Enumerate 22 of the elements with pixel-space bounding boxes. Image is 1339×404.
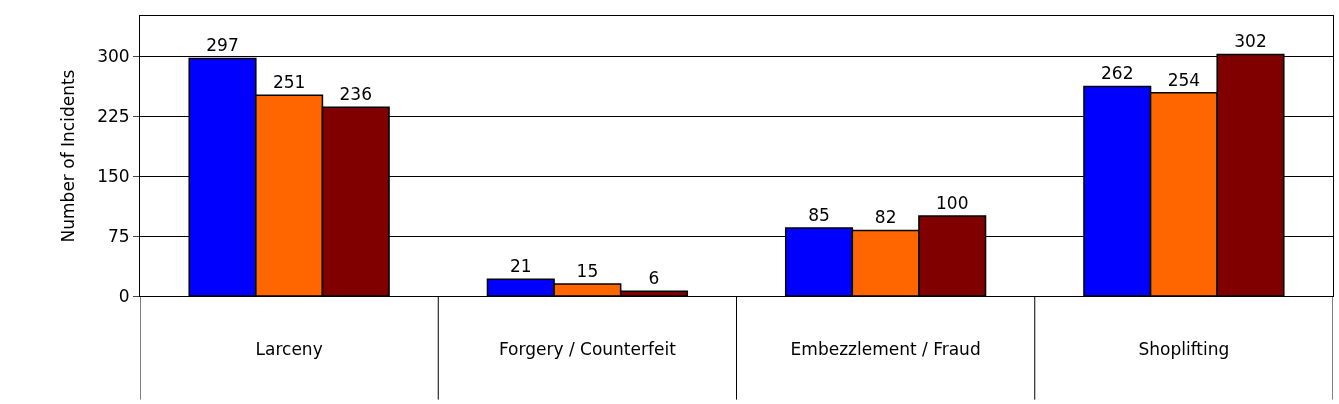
data-label: 254 — [1167, 69, 1201, 90]
data-label: 297 — [206, 35, 239, 56]
y-tick-label: 225 — [97, 105, 130, 126]
data-label: 6 — [648, 268, 660, 289]
data-label: 15 — [576, 261, 599, 281]
y-tick-label: 300 — [97, 45, 130, 66]
data-label: 251 — [272, 72, 306, 93]
x-tick-label: Larceny — [255, 339, 323, 360]
data-label: 262 — [1101, 63, 1134, 84]
data-label: 21 — [509, 256, 532, 277]
x-tick-label: Embezzlement / Fraud — [790, 339, 981, 360]
data-label: 82 — [874, 207, 897, 228]
data-label: 85 — [808, 205, 830, 225]
data-label: 100 — [936, 193, 969, 213]
x-tick-label: Forgery / Counterfeit — [498, 339, 677, 360]
x-tick-label: Shoplifting — [1138, 339, 1230, 360]
y-tick-label: 75 — [107, 225, 130, 246]
data-label: 236 — [339, 84, 372, 105]
data-label: 302 — [1234, 31, 1267, 52]
y-tick-label: 150 — [97, 165, 130, 186]
y-axis-title: Number of Incidents — [57, 69, 78, 243]
y-tick-label: 0 — [118, 285, 130, 306]
